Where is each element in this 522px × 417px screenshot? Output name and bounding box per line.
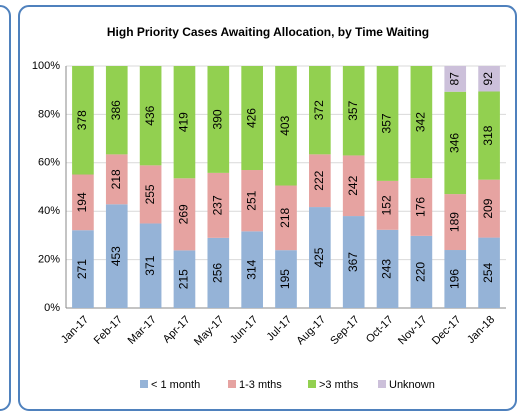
data-label: 372 bbox=[312, 100, 326, 120]
bar-segment bbox=[207, 66, 230, 173]
bar-segment bbox=[478, 237, 500, 308]
bar-segment bbox=[72, 174, 94, 231]
bar-segment bbox=[207, 172, 230, 238]
data-label: 195 bbox=[278, 269, 292, 289]
legend-label: 1-3 mths bbox=[239, 379, 282, 391]
bar-segment bbox=[444, 91, 467, 195]
data-label: 189 bbox=[447, 212, 461, 232]
bar-segment bbox=[173, 66, 196, 179]
data-label: 342 bbox=[414, 112, 428, 132]
data-label: 390 bbox=[210, 109, 224, 129]
data-label: 194 bbox=[75, 192, 89, 212]
data-label: 255 bbox=[143, 184, 157, 204]
side-panel bbox=[0, 5, 11, 411]
bar-segment bbox=[410, 66, 433, 179]
legend-swatch bbox=[228, 380, 236, 388]
data-label: 426 bbox=[244, 108, 258, 128]
data-label: 346 bbox=[447, 133, 461, 153]
legend-label: Unknown bbox=[389, 379, 435, 391]
bar-segment bbox=[444, 194, 467, 251]
bar-segment bbox=[376, 66, 399, 181]
legend-label: < 1 month bbox=[151, 379, 200, 391]
bar-segment bbox=[410, 178, 433, 236]
bar-segment bbox=[72, 66, 94, 175]
data-label: 256 bbox=[210, 263, 224, 283]
legend-swatch bbox=[308, 380, 316, 388]
legend-swatch bbox=[378, 380, 386, 388]
data-label: 425 bbox=[312, 247, 326, 267]
bar-segment bbox=[478, 66, 500, 92]
data-label: 237 bbox=[210, 195, 224, 215]
data-label: 371 bbox=[143, 255, 157, 275]
data-label: 254 bbox=[481, 262, 495, 282]
data-label: 436 bbox=[143, 105, 157, 125]
bar-segment bbox=[139, 165, 162, 224]
data-label: 220 bbox=[414, 262, 428, 282]
data-label: 271 bbox=[75, 259, 89, 279]
bar-segment bbox=[139, 66, 162, 166]
bar-segment bbox=[275, 185, 297, 251]
data-label: 378 bbox=[75, 110, 89, 130]
y-tick-label: 20% bbox=[38, 254, 60, 266]
bar-segment bbox=[444, 250, 467, 308]
data-label: 357 bbox=[380, 113, 394, 133]
data-label: 222 bbox=[312, 170, 326, 190]
bar-segment bbox=[376, 180, 399, 230]
bar-segment bbox=[105, 154, 128, 205]
bar-segment bbox=[342, 155, 365, 217]
data-label: 403 bbox=[278, 115, 292, 135]
legend-swatch bbox=[140, 380, 148, 388]
data-label: 357 bbox=[346, 100, 360, 120]
data-label: 218 bbox=[278, 208, 292, 228]
data-label: 242 bbox=[346, 175, 360, 195]
data-label: 243 bbox=[380, 259, 394, 279]
data-label: 314 bbox=[244, 259, 258, 279]
data-label: 386 bbox=[109, 100, 123, 120]
data-label: 269 bbox=[177, 204, 191, 224]
data-label: 419 bbox=[177, 112, 191, 132]
bar-segment bbox=[410, 235, 433, 308]
data-label: 251 bbox=[244, 190, 258, 210]
y-tick-label: 0% bbox=[44, 302, 60, 314]
bar-segment bbox=[105, 66, 128, 155]
bar-segment bbox=[241, 170, 263, 232]
data-label: 367 bbox=[346, 252, 360, 272]
y-tick-label: 40% bbox=[38, 205, 60, 217]
bar-segment bbox=[241, 66, 263, 171]
bar-segment bbox=[173, 250, 196, 308]
bar-segment bbox=[139, 223, 162, 308]
data-label: 87 bbox=[447, 72, 461, 86]
y-tick-label: 60% bbox=[38, 157, 60, 169]
bar-segment bbox=[478, 179, 500, 238]
bar-segment bbox=[275, 250, 297, 308]
bar-segment bbox=[173, 178, 196, 251]
legend-label: >3 mths bbox=[319, 379, 359, 391]
bar-segment bbox=[309, 154, 331, 208]
bar-segment bbox=[342, 216, 365, 308]
bar-segment bbox=[309, 207, 331, 308]
data-label: 92 bbox=[481, 72, 495, 86]
bar-segment bbox=[376, 229, 399, 308]
bar-segment bbox=[241, 231, 263, 308]
bar-segment bbox=[207, 237, 230, 308]
chart-title: High Priority Cases Awaiting Allocation,… bbox=[107, 25, 429, 39]
bar-segment bbox=[72, 230, 94, 308]
bar-segment bbox=[478, 91, 500, 180]
data-label: 209 bbox=[481, 198, 495, 218]
data-label: 318 bbox=[481, 125, 495, 145]
y-tick-label: 100% bbox=[32, 60, 60, 72]
data-label: 218 bbox=[109, 169, 123, 189]
data-label: 176 bbox=[414, 197, 428, 217]
bar-segment bbox=[309, 66, 331, 155]
bar-segment bbox=[275, 66, 297, 186]
y-tick-label: 80% bbox=[38, 108, 60, 120]
bar-segment bbox=[444, 66, 467, 92]
bar-segment bbox=[105, 204, 128, 308]
data-label: 152 bbox=[380, 195, 394, 215]
data-label: 196 bbox=[447, 269, 461, 289]
data-label: 215 bbox=[177, 269, 191, 289]
data-label: 453 bbox=[109, 246, 123, 266]
bar-segment bbox=[342, 66, 365, 156]
